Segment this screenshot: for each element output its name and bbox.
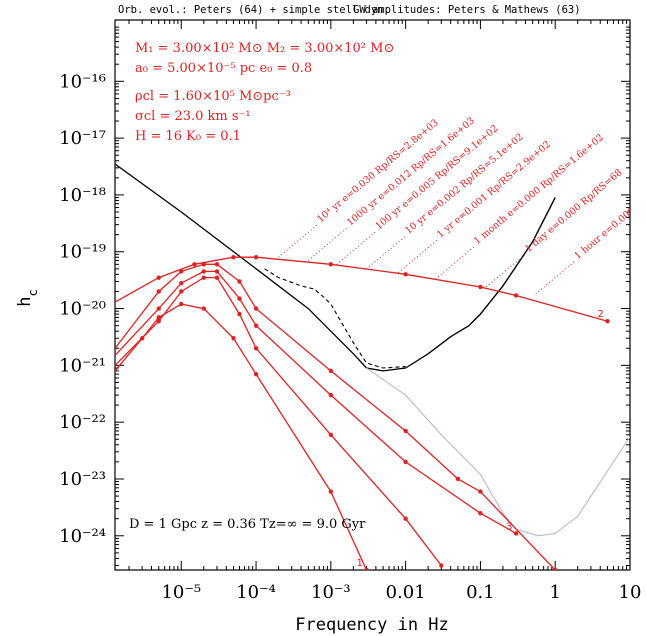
y-tick-label-5: 10⁻²¹ <box>59 355 106 376</box>
series-red-4 <box>115 256 608 322</box>
series-red-6 <box>115 270 517 534</box>
y-axis-title: hc <box>15 289 40 306</box>
x-tick-label-6: 10 <box>619 582 642 603</box>
series-7-point-2 <box>179 289 184 294</box>
annotation-leader-0 <box>278 223 319 258</box>
series-6-point-1 <box>156 306 161 311</box>
series-7-point-4 <box>214 275 220 280</box>
series-5-point-8 <box>403 428 408 434</box>
series-5-point-4 <box>214 262 220 267</box>
series-4-point-2 <box>192 262 197 267</box>
x-tick-label-1: 10⁻⁴ <box>236 582 276 603</box>
series-7-point-3 <box>201 275 206 280</box>
param-orbit: a₀ = 5.00×10⁻⁵ pc e₀ = 0.8 <box>135 61 312 76</box>
series-red-5 <box>115 263 556 570</box>
annotation-leader-2 <box>336 230 377 265</box>
y-tick-label-3: 10⁻¹⁹ <box>59 242 106 263</box>
series-6-point-4 <box>214 269 220 274</box>
harmonic-label-2: 2 <box>597 309 603 320</box>
x-tick-label-0: 10⁻⁵ <box>161 582 201 603</box>
y-tick-label-0: 10⁻¹⁶ <box>59 71 106 92</box>
annotation-leader-7 <box>535 260 576 295</box>
y-tick-label-6: 10⁻²² <box>59 412 106 433</box>
series-5-point-9 <box>455 476 461 482</box>
series-8-point-1 <box>139 336 145 341</box>
y-tick-label-4: 10⁻²⁰ <box>59 299 106 320</box>
series-7-point-1 <box>156 318 161 324</box>
series-8-point-4 <box>201 306 206 311</box>
series-4-point-9 <box>605 318 610 324</box>
series-4-point-5 <box>328 262 334 267</box>
annotation-leader-1 <box>308 226 349 261</box>
series-5-point-10 <box>478 489 483 494</box>
series-4-point-6 <box>403 272 408 277</box>
series-8-point-5 <box>231 336 236 341</box>
annotation-label-0: 10⁴ yr e=0.030 Rp/RS=2.8e+03 <box>315 117 440 225</box>
x-tick-label-4: 0.1 <box>466 582 495 603</box>
y-tick-label-2: 10⁻¹⁸ <box>59 185 106 206</box>
header-left: Orb. evol.: Peters (64) + simple stell d… <box>118 4 390 16</box>
series-noise-black-0 <box>115 163 429 372</box>
series-6-point-6 <box>253 323 259 328</box>
series-4-point-7 <box>478 284 483 290</box>
param-hardening: H = 16 K₀ = 0.1 <box>135 129 241 144</box>
series-7-point-6 <box>253 346 259 351</box>
series-5-point-7 <box>328 368 334 374</box>
series-6-point-10 <box>513 531 519 536</box>
annotation-leader-5 <box>435 245 476 280</box>
x-tick-label-5: 1 <box>549 582 560 603</box>
y-tick-label-1: 10⁻¹⁷ <box>59 128 106 149</box>
series-4-point-8 <box>513 293 519 298</box>
series-5-point-11 <box>553 567 558 570</box>
param-density: ρcl = 1.60×10⁵ M⊙pc⁻³ <box>135 89 291 104</box>
series-5-point-1 <box>156 289 161 294</box>
series-7-point-7 <box>328 432 334 437</box>
series-6-point-3 <box>201 269 206 274</box>
series-5-point-5 <box>237 279 242 284</box>
series-5-point-3 <box>201 262 206 267</box>
series-6-point-2 <box>179 280 184 286</box>
series-red-7 <box>115 276 442 566</box>
series-8-point-8 <box>364 567 369 570</box>
series-4-point-1 <box>156 275 161 280</box>
series-6-point-5 <box>237 296 242 301</box>
series-4-point-4 <box>253 255 259 260</box>
series-7-point-9 <box>439 563 444 568</box>
annotation-label-6: 1 day e=0.000 Rp/RS=68 <box>523 167 624 255</box>
param-dispersion: σcl = 23.0 km s⁻¹ <box>135 109 251 124</box>
series-8-point-2 <box>156 315 161 320</box>
series-inspiral-3 <box>427 197 556 355</box>
footer-note: D = 1 Gpc z = 0.36 Tz=∞ = 9.0 Gyr <box>129 517 366 532</box>
harmonic-label-1: 1 <box>357 558 363 569</box>
annotation-label-2: 100 yr e=0.005 Rp/RS=9.1e+02 <box>373 123 500 232</box>
series-8-point-7 <box>328 489 334 494</box>
annotation-leader-4 <box>398 238 439 273</box>
x-tick-label-2: 10⁻³ <box>311 582 351 603</box>
series-noise-dashed-1 <box>264 268 406 369</box>
series-6-point-7 <box>328 392 334 398</box>
series-4-point-3 <box>231 255 236 260</box>
series-8-point-6 <box>253 371 259 377</box>
param-masses: M₁ = 3.00×10² M⊙ M₂ = 3.00×10² M⊙ <box>135 41 394 56</box>
series-8-point-3 <box>179 301 184 307</box>
series-6-point-8 <box>403 459 408 465</box>
annotation-leader-3 <box>366 235 407 270</box>
y-tick-label-8: 10⁻²⁴ <box>59 526 106 547</box>
series-7-point-5 <box>237 311 242 317</box>
header-right: GW amplitudes: Peters & Mathews (63) <box>353 4 581 16</box>
x-axis-title: Frequency in Hz <box>295 615 449 635</box>
y-tick-label-7: 10⁻²³ <box>59 469 106 490</box>
series-7-point-8 <box>403 516 408 521</box>
harmonic-label-3: 3 <box>506 521 512 532</box>
x-tick-label-3: 0.01 <box>386 582 426 603</box>
series-5-point-6 <box>253 306 259 311</box>
annotation-label-1: 1000 yr e=0.012 Rp/RS=1.6e+03 <box>345 115 477 228</box>
series-6-point-9 <box>478 510 483 516</box>
plot-frame <box>114 19 631 571</box>
series-5-point-2 <box>179 269 184 274</box>
